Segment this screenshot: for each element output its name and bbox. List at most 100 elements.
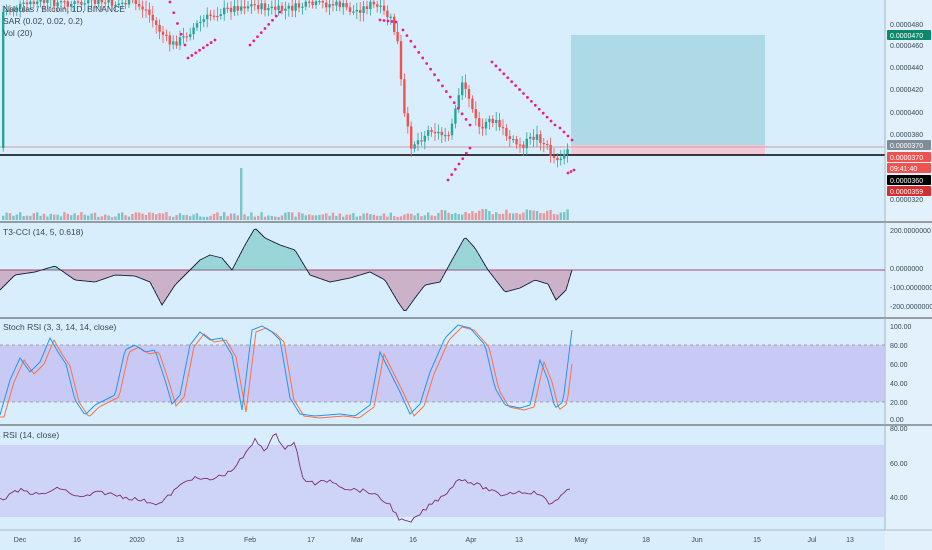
volume-bar [484,209,488,220]
volume-bar [532,210,535,220]
candle-body [107,0,110,3]
volume-bar [63,212,66,220]
volume-bar [491,214,494,220]
candle-body [556,157,559,161]
volume-bar [501,213,505,220]
symbol-title[interactable]: Nebulas / Bitcoin, 1D, BINANCE [3,4,125,14]
volume-bar [365,213,369,220]
candle-body [8,10,12,12]
candle-body [484,121,488,129]
candle-body [406,113,409,127]
volume-bar [178,213,182,220]
candle-body [172,41,175,45]
candle-body [104,2,107,4]
candle-body [529,136,532,139]
volume-bar [260,212,263,220]
sar-dot [382,19,386,22]
candle-body [182,36,185,38]
candle-body [250,4,253,7]
sar-dot [566,134,570,138]
candle-body [246,6,250,9]
cci-tick-label: -100.0000000 [890,285,932,292]
volume-bar [168,216,171,220]
volume-bar [19,212,22,220]
stoch-rsi-pane-label[interactable]: Stoch RSI (3, 3, 14, 14, close) [3,322,117,332]
volume-bar [345,214,348,220]
candle-body [495,119,498,123]
candle-body [433,131,437,134]
volume-bar [478,210,481,220]
rsi-pane-label[interactable]: RSI (14, close) [3,430,60,440]
sar-dot [405,34,409,37]
candle-body [212,15,216,17]
sar-indicator-label[interactable]: SAR (0.02, 0.02, 0.2) [3,16,83,26]
candle-body [420,140,423,142]
volume-layer [2,168,569,220]
price-badge-label: 0.0000470 [890,33,923,40]
rsi-layer [0,433,571,523]
time-tick-label: 2020 [129,537,145,544]
sar-dot [409,39,413,43]
candle-body [87,0,90,4]
candle-body [338,1,341,8]
volume-bar [148,212,151,220]
candle-body [151,14,154,21]
sar-dot [549,119,553,123]
volume-bar [73,213,76,220]
sar-dot [194,51,198,55]
volume-bar [474,212,477,220]
sar-dot [541,111,545,115]
volume-bar [97,216,100,220]
volume-bar [209,215,212,220]
volume-indicator-label[interactable]: Vol (20) [3,28,33,38]
price-tick-label: 0.0000440 [890,65,923,72]
candle-body [127,0,131,5]
sar-dot [537,107,541,111]
stop-zone[interactable] [571,145,765,155]
candle-body [287,5,290,9]
candle-body [209,14,212,16]
time-tick-label: 17 [307,537,315,544]
candle-body [158,24,161,32]
sar-dot [461,157,465,161]
target-zone[interactable] [571,35,765,145]
sar-dot [558,126,562,130]
sar-dot [526,96,529,99]
cci-pane-label[interactable]: T3-CCI (14, 5, 0.618) [3,227,84,237]
candle-body [155,20,158,25]
volume-bar [535,210,539,220]
volume-bar [114,216,117,220]
candle-body [66,1,69,7]
volume-bar [104,214,107,220]
volume-bar [410,213,413,220]
candle-body [508,136,511,140]
volume-bar [76,215,80,220]
volume-bar [56,214,59,220]
volume-bar [331,212,335,220]
price-tick-label: 0.0000460 [890,43,923,50]
volume-bar [467,213,471,220]
sar-dot [413,45,417,49]
candle-body [376,4,379,7]
sar-dot [464,151,468,155]
candle-body [464,82,467,90]
volume-bar [223,212,226,220]
price-axis-background [885,0,932,550]
candle-body [457,95,460,109]
candle-body [199,21,202,24]
volume-bar [359,215,362,220]
candle-body [114,4,117,7]
candle-body [83,3,86,5]
candle-body [501,127,505,129]
volume-bar [508,213,511,220]
time-tick-label: 16 [73,537,81,544]
volume-bar [437,212,440,220]
candle-body [189,34,192,38]
candle-body [144,9,148,11]
volume-bar [328,215,331,220]
candle-body [76,1,80,3]
volume-bar [219,215,222,220]
volume-bar [53,214,56,220]
price-tick-label: 0.0000400 [890,110,923,117]
